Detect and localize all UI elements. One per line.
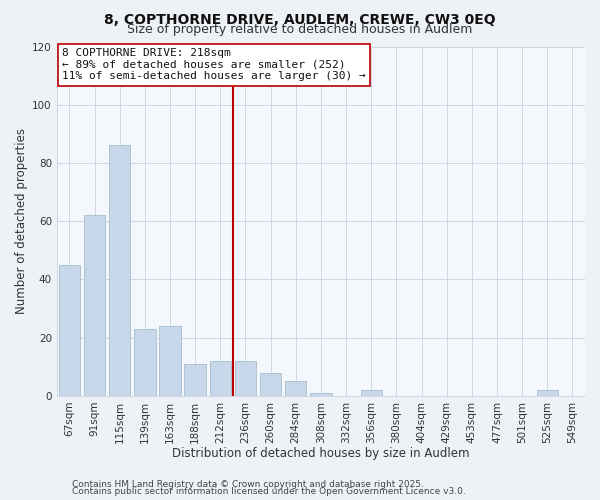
Bar (536, 390, 558, 396)
Text: Contains HM Land Registry data © Crown copyright and database right 2025.: Contains HM Land Registry data © Crown c… (72, 480, 424, 489)
Bar (285, 382, 307, 396)
Text: Size of property relative to detached houses in Audlem: Size of property relative to detached ho… (127, 22, 473, 36)
Bar (235, 361, 256, 396)
Bar (260, 372, 281, 396)
Bar (209, 361, 231, 396)
Bar (184, 364, 206, 396)
Y-axis label: Number of detached properties: Number of detached properties (15, 128, 28, 314)
Bar (361, 390, 382, 396)
Text: 8, COPTHORNE DRIVE, AUDLEM, CREWE, CW3 0EQ: 8, COPTHORNE DRIVE, AUDLEM, CREWE, CW3 0… (104, 12, 496, 26)
Bar (59, 265, 80, 396)
Text: Contains public sector information licensed under the Open Government Licence v3: Contains public sector information licen… (72, 487, 466, 496)
X-axis label: Distribution of detached houses by size in Audlem: Distribution of detached houses by size … (172, 447, 470, 460)
Bar (159, 326, 181, 396)
Bar (310, 393, 332, 396)
Bar (109, 146, 130, 396)
Text: 8 COPTHORNE DRIVE: 218sqm
← 89% of detached houses are smaller (252)
11% of semi: 8 COPTHORNE DRIVE: 218sqm ← 89% of detac… (62, 48, 366, 82)
Bar (134, 329, 155, 396)
Bar (84, 216, 105, 396)
